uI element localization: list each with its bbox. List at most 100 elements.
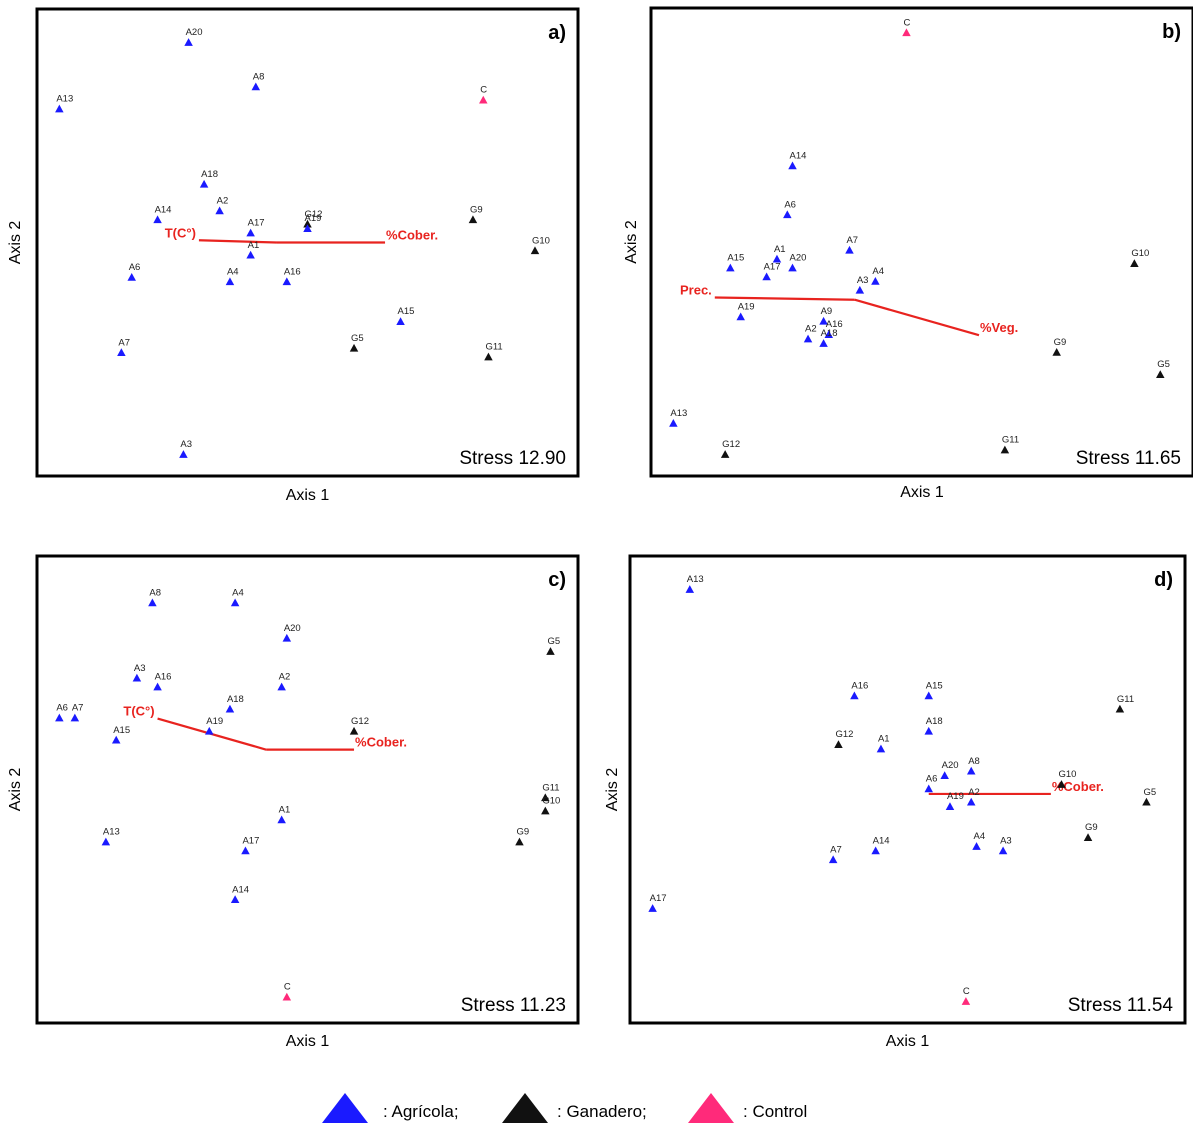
point-label: G5 <box>351 333 364 344</box>
point-marker <box>828 855 838 864</box>
point-marker <box>153 215 162 224</box>
point-marker <box>349 726 359 735</box>
point-marker <box>282 633 292 642</box>
point-marker <box>685 585 695 593</box>
point-label: G10 <box>542 796 560 807</box>
point-marker <box>117 348 126 356</box>
point-label: A13 <box>670 408 687 419</box>
point-label: A18 <box>227 694 244 705</box>
point-marker <box>940 771 949 779</box>
point-label: A3 <box>1000 836 1012 847</box>
point-marker <box>148 598 157 607</box>
point-marker <box>1115 704 1125 713</box>
point-marker <box>1000 445 1010 454</box>
stress-value: Stress 11.54 <box>1068 995 1174 1016</box>
point-label: A17 <box>248 218 265 229</box>
plot-frame <box>649 6 1193 478</box>
legend-ganadero-marker <box>502 1093 548 1123</box>
point-marker <box>876 744 886 753</box>
env-vector-label: %Cober. <box>386 228 438 243</box>
stress-value: Stress 12.90 <box>459 448 566 469</box>
point-marker <box>277 815 286 824</box>
legend: : Agrícola;: Ganadero;: Control <box>0 1085 1193 1130</box>
point-marker <box>648 904 657 912</box>
point-label: A8 <box>149 587 161 598</box>
point-marker <box>961 997 971 1005</box>
point-marker <box>246 250 255 259</box>
point-marker <box>225 704 235 713</box>
point-marker <box>871 276 880 285</box>
point-label: A3 <box>180 439 192 450</box>
point-label: A6 <box>56 703 68 714</box>
panel-2: b) Stress 11.65 Axis 1 Axis 2 Prec. %Veg. C A14… <box>623 6 1193 501</box>
point-label: A14 <box>232 884 249 895</box>
point-label: A16 <box>284 266 301 277</box>
x-axis-label: Axis 1 <box>286 487 330 504</box>
env-vector-label: %Veg. <box>980 320 1018 335</box>
point-marker <box>669 419 678 427</box>
point-label: A16 <box>155 672 172 683</box>
point-label: A4 <box>872 266 884 277</box>
point-label: A13 <box>56 94 73 105</box>
y-axis-label: Axis 2 <box>7 221 24 265</box>
point-label: A2 <box>217 195 229 206</box>
legend-control-marker <box>688 1093 734 1123</box>
point-label: A6 <box>926 774 938 785</box>
point-marker <box>788 161 797 170</box>
point-label: A7 <box>118 337 130 348</box>
point-label: G12 <box>835 729 853 740</box>
point-marker <box>179 450 188 458</box>
point-label: A18 <box>926 716 943 727</box>
point-marker <box>998 846 1008 855</box>
point-label: A8 <box>253 71 265 82</box>
point-marker <box>241 846 250 855</box>
env-vector-label: %Cober. <box>355 735 407 750</box>
point-label: G11 <box>542 782 559 793</box>
point-marker <box>762 272 771 281</box>
point-marker <box>972 842 981 850</box>
point-marker <box>396 317 405 325</box>
point-marker <box>230 895 240 903</box>
point-marker <box>819 316 828 325</box>
point-label: A9 <box>821 306 833 317</box>
point-label: A1 <box>878 734 890 745</box>
point-marker <box>251 82 261 91</box>
legend-ganadero-label: : Ganadero; <box>557 1102 647 1121</box>
point-label: G9 <box>1085 822 1098 833</box>
point-label: C <box>903 17 910 28</box>
point-label: A6 <box>784 199 796 210</box>
point-label: A15 <box>113 725 130 736</box>
point-marker <box>924 726 933 735</box>
point-marker <box>1083 833 1093 841</box>
point-marker <box>55 104 64 113</box>
point-label: A19 <box>947 791 964 802</box>
point-marker <box>101 837 111 846</box>
legend-agricola-marker <box>322 1093 368 1123</box>
point-marker <box>945 802 955 810</box>
point-label: G5 <box>1143 787 1156 798</box>
point-label: A19 <box>738 301 755 312</box>
point-marker <box>153 682 162 691</box>
point-label: G9 <box>1054 337 1067 348</box>
point-label: A4 <box>227 266 239 277</box>
point-marker <box>720 450 730 458</box>
point-label: G10 <box>532 235 550 246</box>
env-vector-label: T(C°) <box>123 704 154 719</box>
point-marker <box>246 228 255 237</box>
point-marker <box>924 691 933 700</box>
x-axis-label: Axis 1 <box>886 1033 930 1050</box>
point-label: A20 <box>186 27 203 38</box>
point-label: A15 <box>398 306 415 317</box>
y-axis-label: Axis 2 <box>604 768 621 812</box>
point-marker <box>541 793 550 802</box>
plot-frame <box>628 554 1187 1025</box>
point-label: A1 <box>774 244 786 255</box>
point-label: A17 <box>650 893 667 904</box>
point-marker <box>111 735 121 744</box>
point-label: G9 <box>470 204 483 215</box>
point-marker <box>277 682 286 691</box>
point-marker <box>966 766 976 775</box>
panel-3: c) Stress 11.23 Axis 1 Axis 2 T(C°) %Cober. A8… <box>7 554 580 1050</box>
point-marker <box>788 263 797 272</box>
